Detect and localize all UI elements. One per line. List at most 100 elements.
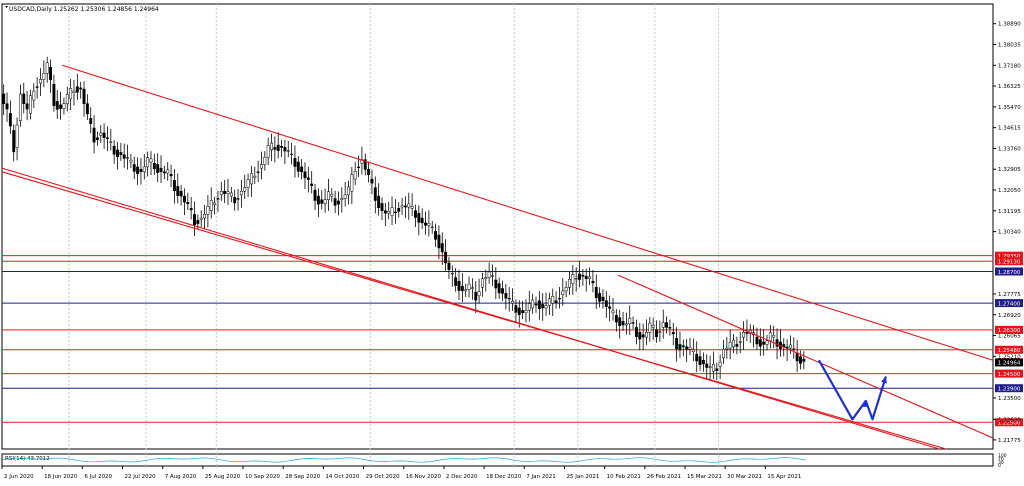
candle-body	[249, 173, 253, 185]
rsi-tick-label: 70	[998, 456, 1004, 462]
y-axis-tick-label: 1.23500	[998, 396, 1021, 402]
candle-body	[2, 93, 6, 104]
candle-body	[343, 194, 347, 199]
candle-body	[410, 206, 414, 209]
y-axis-tick-label: 1.21775	[998, 438, 1021, 444]
level-price-tag	[995, 384, 1023, 393]
candle-body	[591, 280, 595, 284]
candle-body	[316, 195, 320, 205]
candle-body	[517, 307, 521, 316]
candle-body	[497, 283, 501, 294]
candle-body	[430, 226, 434, 229]
candle-body	[397, 208, 401, 212]
candle-body	[454, 277, 458, 286]
candle-body	[293, 158, 297, 167]
candle-body	[564, 287, 568, 292]
candle-body	[501, 288, 504, 294]
candle-body	[95, 137, 99, 140]
candle-body	[631, 322, 635, 324]
y-axis-tick-label: 1.38035	[998, 42, 1021, 48]
y-axis-tick-label: 1.31195	[998, 209, 1021, 215]
candle-body	[474, 291, 478, 301]
candle-body	[437, 234, 441, 249]
candle-body	[176, 186, 180, 196]
header-triangle-icon	[5, 6, 8, 8]
candle-body	[658, 331, 662, 333]
level-price-tag	[995, 369, 1023, 378]
x-axis-tick-label: 15 Mar 2021	[687, 474, 722, 480]
candle-body	[89, 118, 93, 124]
candle-body	[681, 345, 685, 348]
y-axis-tick-label: 1.33760	[998, 146, 1021, 152]
candle-body	[239, 190, 243, 196]
x-axis-tick-label: 26 Feb 2021	[647, 474, 681, 480]
level-price-label: 1.27400	[998, 301, 1021, 307]
candle-body	[574, 278, 578, 280]
candle-body	[59, 104, 63, 109]
candle-body	[280, 146, 284, 148]
candle-body	[122, 154, 126, 159]
candle-body	[310, 183, 314, 186]
channel-trendline	[1, 167, 940, 450]
candle-body	[491, 275, 494, 277]
candle-body	[758, 339, 762, 347]
candle-body	[109, 141, 113, 143]
candle-body	[427, 223, 431, 226]
level-price-label: 1.22500	[998, 421, 1021, 427]
candle-body	[440, 243, 444, 253]
candle-body	[266, 145, 270, 158]
candle-body	[594, 287, 598, 298]
candle-body	[347, 186, 350, 196]
candle-body	[665, 322, 669, 328]
candle-body	[531, 299, 535, 309]
x-axis-tick-label: 22 Jul 2020	[125, 474, 157, 480]
candle-body	[337, 200, 340, 205]
x-axis-tick-label: 10 Sep 2020	[245, 474, 280, 480]
candle-body	[303, 171, 307, 179]
candle-body	[383, 210, 387, 214]
x-axis-tick-label: 6 Jul 2020	[84, 474, 112, 480]
candle-body	[541, 304, 545, 309]
candle-body	[634, 327, 638, 337]
level-price-label: 1.28700	[998, 270, 1021, 276]
candle-body	[480, 278, 484, 288]
candle-body	[373, 187, 377, 201]
candle-body	[400, 205, 404, 208]
candle-body	[12, 130, 16, 153]
candle-body	[675, 338, 679, 350]
candle-body	[246, 179, 250, 188]
candle-body	[608, 306, 612, 309]
candle-body	[467, 283, 471, 290]
candle-body	[223, 190, 227, 194]
candle-body	[655, 329, 658, 337]
candle-body	[85, 103, 89, 115]
candle-body	[39, 79, 42, 84]
candle-body	[243, 187, 247, 192]
candle-body	[142, 166, 146, 173]
candle-body	[568, 279, 571, 288]
candle-body	[554, 300, 558, 303]
level-price-tag	[995, 267, 1023, 276]
y-axis-tick-label: 1.35470	[998, 105, 1021, 111]
candle-body	[326, 191, 330, 201]
candle-body	[638, 332, 642, 340]
candle-body	[263, 156, 267, 165]
level-price-label: 1.29350	[998, 254, 1021, 260]
candle-body	[511, 300, 515, 304]
candle-body	[708, 366, 712, 368]
candle-body	[604, 300, 608, 307]
candle-body	[802, 358, 806, 362]
candle-body	[209, 199, 213, 211]
candle-body	[648, 322, 652, 333]
x-axis-tick-label: 7 Aug 2020	[165, 474, 197, 480]
candle-body	[732, 339, 735, 348]
candle-body	[49, 66, 52, 81]
candle-body	[618, 317, 622, 326]
x-axis-tick-label: 16 Nov 2020	[406, 474, 442, 480]
candle-body	[112, 146, 116, 155]
candle-body	[651, 325, 655, 328]
candle-body	[126, 157, 129, 159]
candle-body	[290, 153, 294, 156]
candle-body	[661, 322, 665, 328]
